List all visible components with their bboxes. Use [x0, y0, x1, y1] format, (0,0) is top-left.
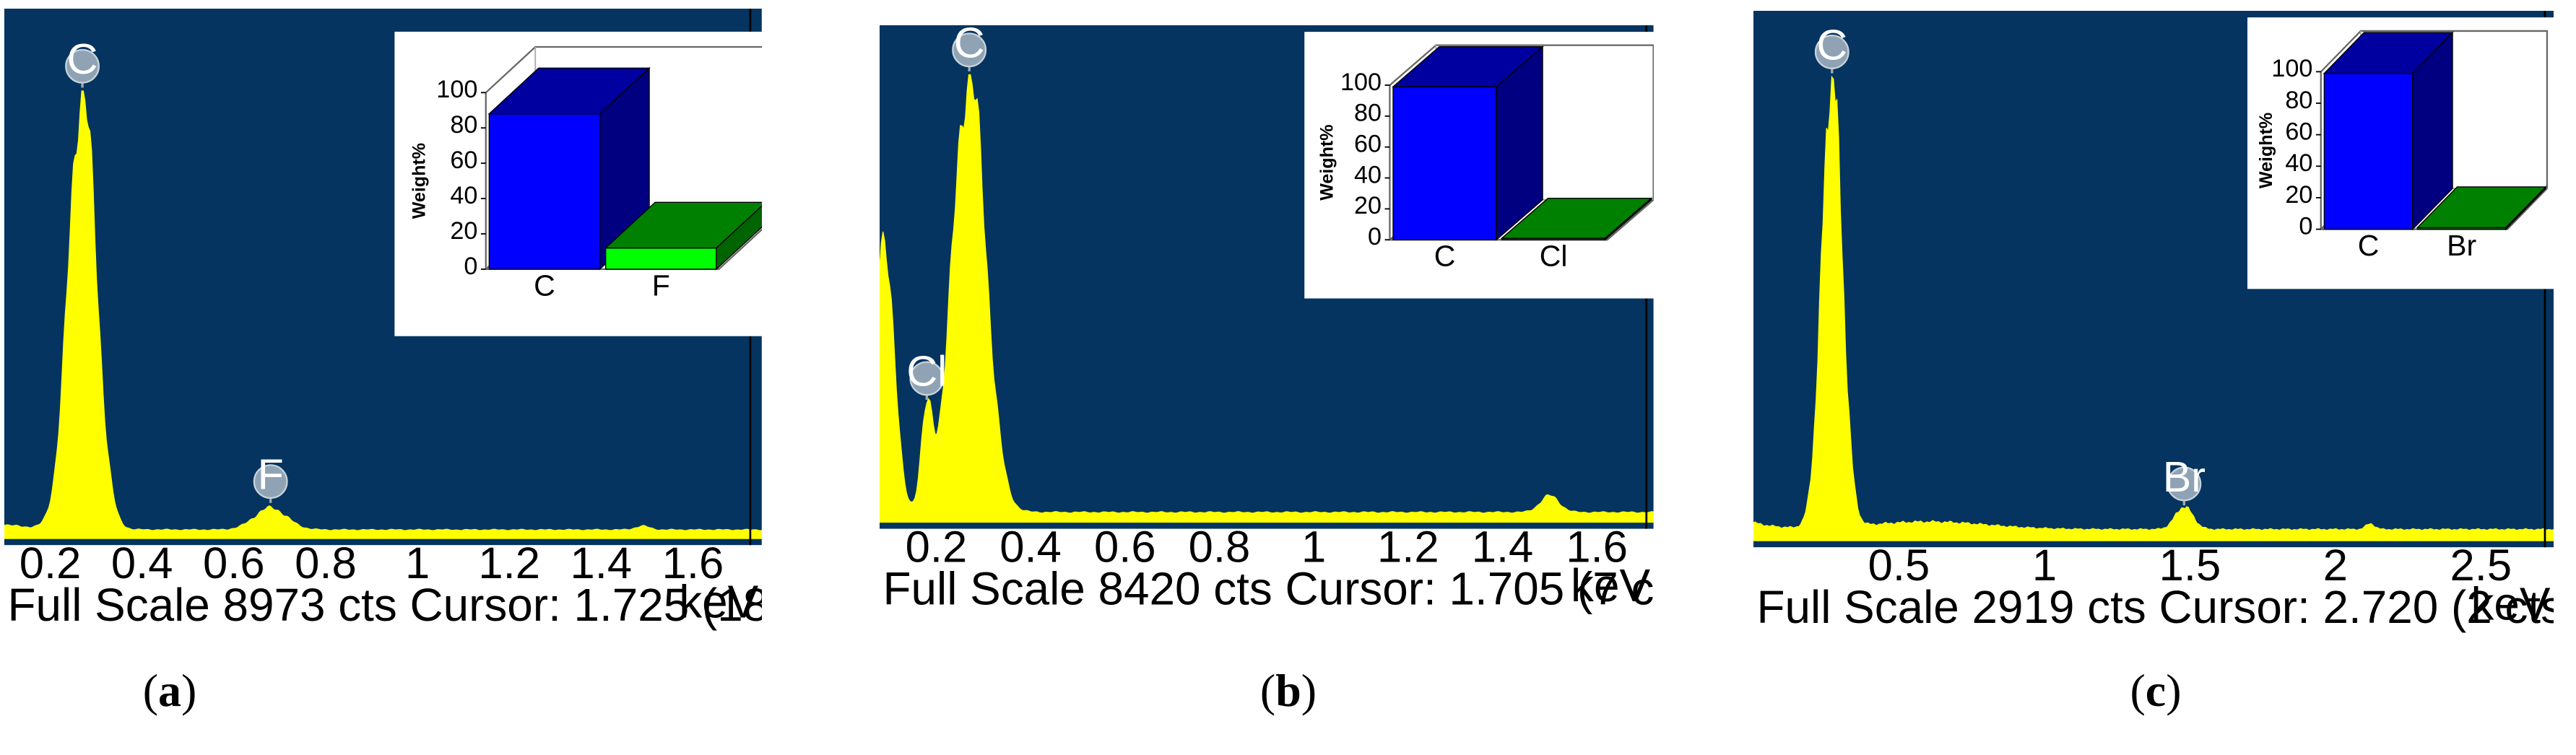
inset-y-tick-label: 80: [2285, 87, 2312, 114]
x-tick-label: 1: [405, 538, 430, 588]
spectrum-trace: [4, 90, 762, 539]
peak-label-cl: Cl: [906, 347, 947, 400]
x-tick-label: 0.8: [1189, 522, 1251, 572]
x-tick-label: 1.6: [1566, 522, 1628, 572]
footer-area: [1753, 547, 2554, 640]
inset-y-tick-label: 20: [1354, 192, 1382, 219]
weight-percent-inset: 0 20 40 60 80 100 Weight% C Br: [2247, 17, 2554, 289]
inset-category-label: Cl: [1540, 240, 1568, 273]
x-tick-label: 1.4: [571, 538, 633, 588]
inset-y-tick-label: 60: [450, 147, 477, 174]
peak-label-text: C: [67, 35, 98, 83]
x-unit-label: keV: [2471, 578, 2551, 630]
peak-label-c: C: [65, 35, 100, 88]
x-tick-label: 0.2: [906, 522, 968, 572]
weight-percent-inset: 0 20 40 60 80 100 Weight% C Cl: [1304, 32, 1654, 299]
inset-category-label: C: [2358, 229, 2380, 262]
full-scale-readout: Full Scale 8420 cts Cursor: 1.705 (7 cts…: [883, 563, 1654, 615]
inset-bar-f: [604, 201, 762, 271]
footer-area: [4, 545, 762, 637]
spectrum-trace: [880, 74, 1654, 523]
weight-percent-inset: 0 20 40 60 80 100 Weight% C F: [394, 31, 762, 336]
peak-label-text: C: [1816, 20, 1847, 69]
peak-label-text: C: [954, 25, 985, 66]
inset-y-tick-label: 80: [1354, 100, 1382, 127]
spectrum-trace: [1753, 75, 2554, 541]
inset-y-tick-label: 100: [1340, 69, 1382, 96]
full-scale-readout: Full Scale 8973 cts Cursor: 1.725 (18 ct…: [8, 579, 762, 631]
inset-bar-cl: [1500, 197, 1653, 241]
inset-y-tick-label: 60: [1354, 131, 1382, 158]
panel-caption-b: (b): [1259, 665, 1317, 716]
x-tick-label: 1: [1301, 522, 1326, 572]
inset-y-tick-label: 20: [2285, 181, 2312, 209]
inset-y-axis-label: Weight%: [2256, 113, 2276, 188]
inset-y-tick-label: 40: [1354, 161, 1382, 188]
panel-letter: c: [2145, 665, 2167, 716]
panel-caption-c: (c): [2130, 665, 2182, 716]
eds-panel-b: C Cl 0.2 0.4 0.6 0.8 1 1.2 1.4 1.6 Full Scale 8420…: [880, 25, 1654, 621]
inset-category-label: Br: [2447, 229, 2476, 262]
x-tick-label: 2.5: [2450, 541, 2512, 590]
x-tick-label: 0.4: [999, 522, 1062, 572]
inset-y-tick-label: 0: [1368, 223, 1382, 250]
x-unit-label: keV: [679, 576, 758, 628]
inset-bar-c: [2323, 31, 2454, 231]
inset-y-axis-label: Weight%: [409, 143, 429, 219]
x-tick-label: 0.2: [19, 538, 82, 588]
peak-label-br: Br: [2163, 453, 2206, 506]
inset-y-tick-label: 60: [2285, 118, 2312, 145]
eds-panel-a: C F 0.2 0.4 0.6 0.8 1 1.2 1.4 1.6 Full Scale 8973 …: [4, 9, 762, 637]
peak-label-c: C: [952, 25, 987, 71]
inset-y-tick-label: 40: [2285, 149, 2312, 177]
x-unit-label: keV: [1571, 559, 1650, 611]
footer-area: [880, 528, 1654, 621]
inset-category-label: F: [652, 269, 670, 302]
inset-y-tick-label: 0: [464, 253, 477, 280]
full-scale-readout: Full Scale 2919 cts Cursor: 2.720 (2 cts…: [1757, 581, 2554, 633]
x-tick-label: 0.6: [1094, 522, 1156, 572]
x-tick-label: 1.5: [2159, 541, 2221, 590]
x-tick-label: 1.4: [1472, 522, 1534, 572]
panel-letter: a: [158, 665, 181, 716]
inset-category-label: C: [534, 269, 555, 302]
x-tick-label: 2: [2323, 541, 2348, 590]
x-tick-label: 1.2: [478, 538, 540, 588]
eds-panel-c: C Br 0.5 1 1.5 2 2.5 Full Scale 2919 cts Cursor…: [1753, 11, 2554, 640]
panel-caption-a: (a): [142, 665, 197, 716]
inset-y-tick-label: 40: [450, 182, 477, 209]
x-tick-label: 1.6: [662, 538, 724, 588]
inset-bar-br: [2416, 186, 2547, 231]
x-tick-label: 0.8: [295, 538, 357, 588]
peak-label-text: Br: [2163, 453, 2206, 501]
x-tick-label: 1.2: [1377, 522, 1439, 572]
inset-category-label: C: [1434, 240, 1456, 273]
inset-y-tick-label: 20: [450, 217, 477, 245]
x-tick-label: 0.4: [111, 538, 173, 588]
x-tick-label: 1: [2032, 541, 2057, 590]
peak-label-text: F: [258, 450, 284, 498]
peak-label-f: F: [253, 450, 288, 503]
peak-label-c: C: [1814, 20, 1849, 74]
inset-bar-c: [1392, 45, 1544, 241]
x-tick-label: 0.5: [1868, 541, 1930, 590]
inset-y-tick-label: 80: [450, 111, 477, 139]
inset-y-tick-label: 0: [2299, 212, 2312, 240]
inset-y-tick-label: 100: [436, 76, 477, 103]
inset-y-tick-label: 100: [2271, 55, 2312, 82]
peak-label-text: Cl: [906, 347, 947, 396]
x-tick-label: 0.6: [203, 538, 265, 588]
inset-y-axis-label: Weight%: [1317, 124, 1337, 200]
panel-letter: b: [1275, 665, 1301, 716]
